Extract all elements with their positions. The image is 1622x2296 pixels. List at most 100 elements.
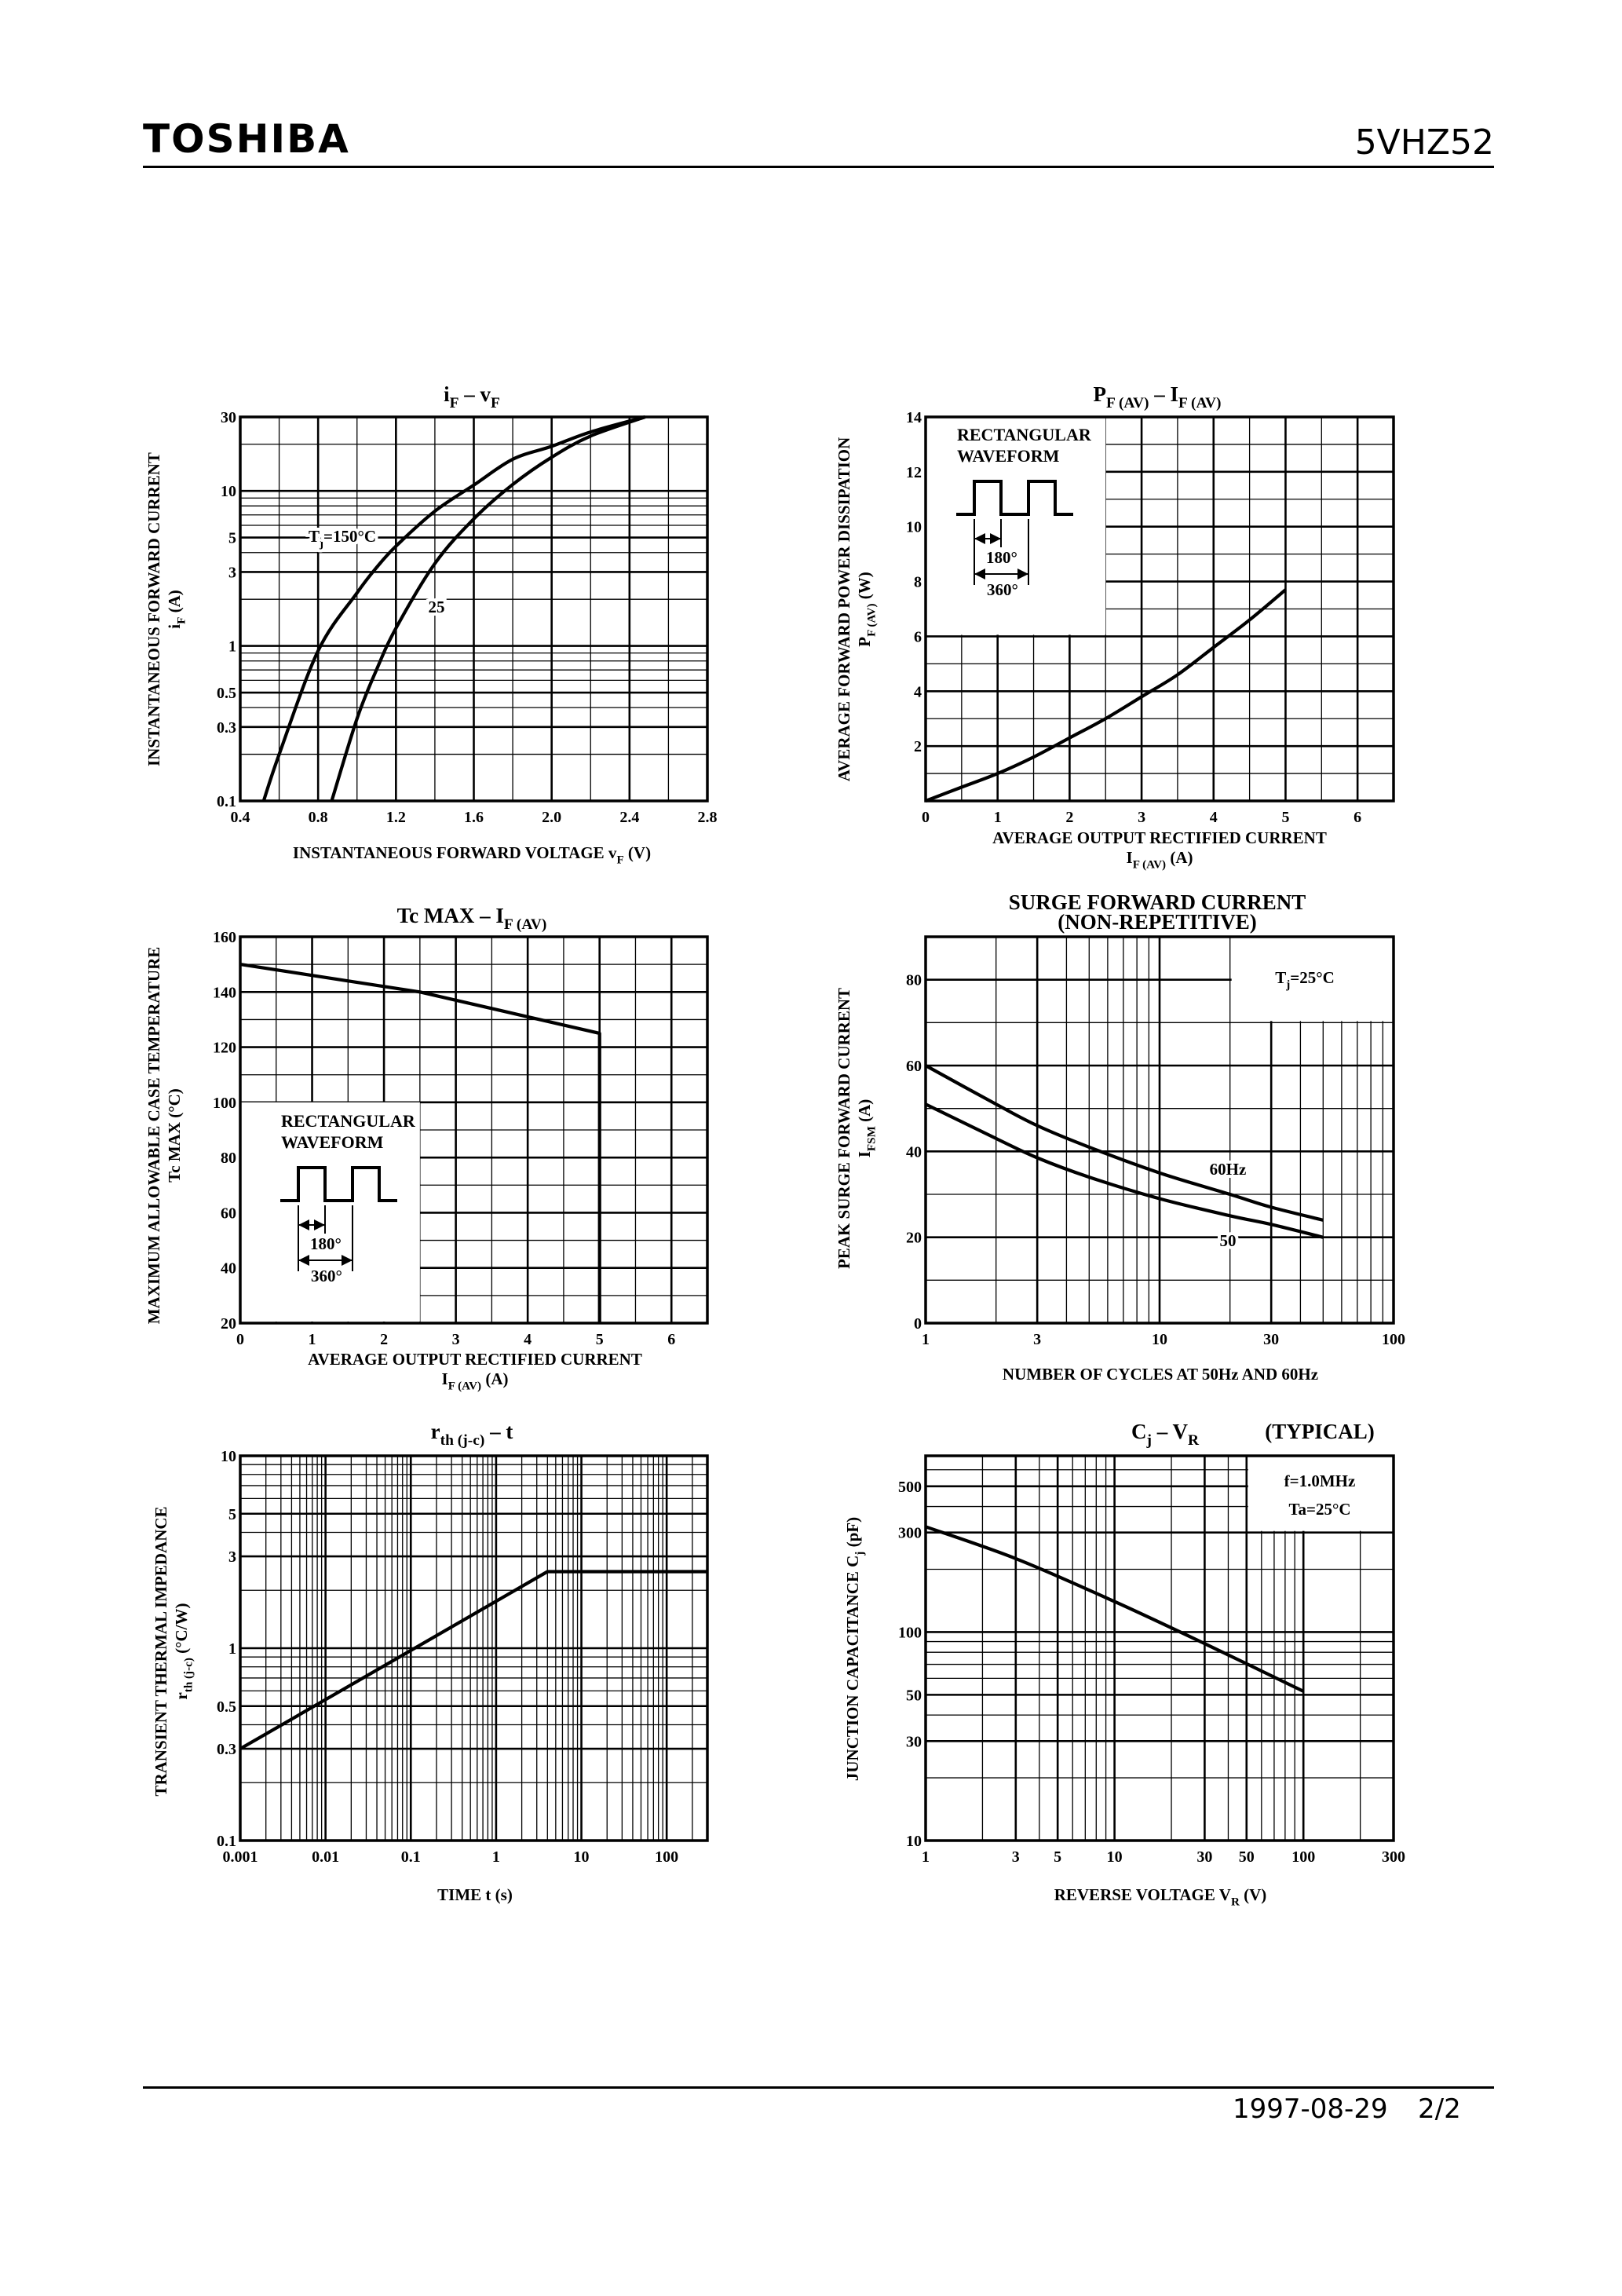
chart-title: PF (AV) – IF (AV) — [1093, 382, 1221, 411]
y-axis-label-line: iF (A) — [165, 590, 188, 628]
y-tick-label: 100 — [213, 1095, 236, 1112]
y-axis-label: PEAK SURGE FORWARD CURRENT IFSM (A) — [835, 988, 878, 1269]
y-axis-label-line: Tc MAX (°C) — [165, 1088, 184, 1183]
text-part: (V) — [624, 843, 651, 862]
text-part: (A) — [1166, 848, 1193, 867]
text-part: (A) — [165, 590, 184, 616]
series-line-1 — [239, 963, 601, 1323]
y-tick-label: 10 — [906, 519, 922, 536]
y-tick-label: 100 — [898, 1624, 922, 1641]
y-tick-label: 12 — [906, 464, 922, 481]
series-annotation-line: 50 — [1220, 1231, 1237, 1250]
y-axis-label-line: TRANSIENT THERMAL IMPEDANCE — [152, 1506, 170, 1796]
header-rule — [143, 166, 1494, 168]
plot-frame — [239, 935, 709, 1325]
text-part: P — [855, 637, 874, 647]
text-part: (V) — [1240, 1885, 1266, 1904]
text-part: =25°C — [1290, 968, 1335, 987]
x-tick-label: 0.1 — [401, 1848, 421, 1866]
subscript: F (AV) — [448, 1380, 481, 1392]
y-tick-label: 10 — [906, 1833, 922, 1850]
x-axis-label-line: AVERAGE OUTPUT RECTIFIED CURRENT — [992, 828, 1327, 847]
y-tick-label: 10 — [221, 483, 236, 500]
x-axis-label-line: AVERAGE OUTPUT RECTIFIED CURRENT — [308, 1350, 642, 1369]
y-tick-label: 0.3 — [217, 1741, 236, 1758]
text-part: – v — [459, 382, 491, 406]
x-tick-label: 1 — [922, 1848, 930, 1866]
subscript: th (j-c) — [182, 1658, 195, 1692]
plot-frame — [924, 415, 1395, 803]
y-tick-label: 40 — [906, 1143, 922, 1161]
y-tick-label: 500 — [898, 1479, 922, 1496]
chart-title: Tc MAX – IF (AV) — [397, 904, 547, 933]
x-tick-label: 3 — [452, 1331, 460, 1348]
x-tick-label: 10 — [1107, 1848, 1123, 1866]
y-axis-label: JUNCTION CAPACITANCE Cj (pF) — [843, 1517, 866, 1781]
series-annotation: Tj=150°C — [305, 524, 379, 553]
period-label: 360° — [987, 580, 1018, 599]
y-axis-label-line: INSTANTANEOUS FORWARD CURRENT — [144, 452, 163, 766]
text-part: – V — [1152, 1420, 1189, 1443]
chart-title-line: PF (AV) – IF (AV) — [1093, 382, 1221, 411]
y-tick-label: 10 — [221, 1448, 236, 1465]
text-part: (A) — [481, 1369, 508, 1388]
y-tick-label: 80 — [906, 972, 922, 989]
text-part: P — [1093, 382, 1106, 406]
series-annotation-line: 60Hz — [1210, 1160, 1247, 1179]
text-part: I — [1127, 848, 1133, 867]
subscript: FSM — [865, 1126, 878, 1151]
plot-frame — [924, 1454, 1395, 1842]
period-label-line: 360° — [987, 580, 1018, 599]
subscript: F — [450, 395, 459, 411]
legend-area — [1231, 937, 1394, 1022]
series-annotation-line: Ta=25°C — [1288, 1500, 1350, 1519]
rectangular-waveform-inset: RECTANGULAR WAVEFORM 180° 360° — [956, 425, 1092, 599]
subscript: F — [175, 617, 188, 624]
subscript: F (AV) — [1106, 395, 1149, 411]
y-axis-label-line: AVERAGE FORWARD POWER DISSIPATION — [835, 437, 853, 782]
series-line-2 — [925, 1102, 1324, 1239]
y-tick-label: 3 — [228, 564, 236, 581]
conduction-angle-label-line: 180° — [986, 548, 1017, 567]
inset-title: RECTANGULAR WAVEFORM — [957, 425, 1092, 466]
legend-area — [1248, 1456, 1394, 1531]
subscript: j — [1145, 1432, 1151, 1449]
x-axis-label: TIME t (s) — [437, 1885, 513, 1904]
y-tick-label: 50 — [906, 1687, 922, 1704]
legend-area — [240, 1102, 420, 1322]
x-tick-label: 2.4 — [619, 809, 639, 826]
x-tick-label: 100 — [1382, 1331, 1405, 1348]
y-tick-label: 60 — [221, 1205, 236, 1222]
chart-title-line: Cj – VR — [1131, 1420, 1200, 1449]
y-axis-label: MAXIMUM ALLOWABLE CASE TEMPERATURE Tc MAX… — [144, 947, 184, 1325]
y-tick-label: 2 — [914, 738, 922, 755]
x-tick-label: 100 — [1291, 1848, 1315, 1866]
plot-frame — [239, 415, 709, 803]
chart-title-line: rth (j-c) – t — [431, 1420, 513, 1449]
x-tick-label: 5 — [1054, 1848, 1061, 1866]
text-part: i — [165, 624, 184, 629]
x-tick-label: 5 — [1281, 809, 1289, 826]
x-tick-label: 3 — [1012, 1848, 1020, 1866]
chart-subtitle: (TYPICAL) — [1265, 1420, 1375, 1443]
y-tick-label: 80 — [221, 1150, 236, 1167]
y-tick-label: 30 — [221, 409, 236, 426]
x-axis-label-line: IF (AV) (A) — [442, 1369, 509, 1392]
y-tick-label: 0.3 — [217, 719, 236, 737]
inset-title-line: WAVEFORM — [957, 446, 1060, 466]
x-axis-label: REVERSE VOLTAGE VR (V) — [1054, 1885, 1267, 1908]
y-axis-label-line: JUNCTION CAPACITANCE Cj (pF) — [843, 1517, 866, 1781]
conduction-angle-label: 180° — [986, 548, 1017, 567]
y-tick-label: 20 — [221, 1315, 236, 1333]
x-tick-label: 0 — [922, 809, 930, 826]
text-part: T — [309, 527, 320, 546]
plot-frame — [239, 1454, 709, 1842]
y-tick-label: 40 — [221, 1260, 236, 1278]
y-axis-label-line: IFSM (A) — [855, 1099, 878, 1158]
y-tick-label: 0 — [914, 1315, 922, 1333]
x-tick-label: 5 — [596, 1331, 604, 1348]
x-tick-label: 1 — [309, 1331, 316, 1348]
